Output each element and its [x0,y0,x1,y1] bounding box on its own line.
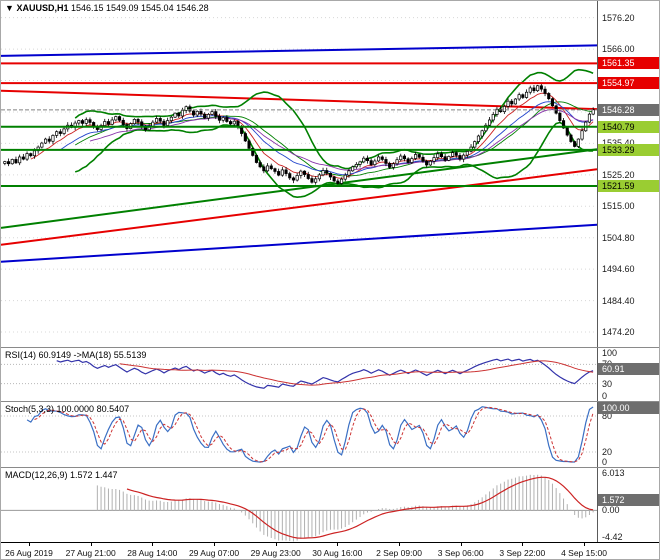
time-tick-mark [460,543,462,546]
time-tick-mark [584,543,585,546]
indicator-current-box: 60.91 [598,362,659,375]
stochastic-label: Stoch(5,3,3) 100.0000 80.5407 [5,404,130,414]
time-label: 3 Sep 06:00 [437,548,484,558]
level-price-box: 1533.29 [598,143,659,156]
stochastic-axis[interactable]: 10080200100.00 [597,402,659,467]
level-price-box: 1540.79 [598,120,659,133]
price-tick-label: 1576.20 [602,12,635,23]
rsi-axis[interactable]: 1007030060.91 [597,348,659,401]
stochastic-canvas[interactable] [1,402,597,467]
level-price-box: 1554.97 [598,77,659,90]
time-tick-mark [152,543,154,546]
price-tick-label: 1494.60 [602,264,635,275]
price-tick-label: 1566.00 [602,44,635,55]
price-tick-label: 1484.40 [602,295,635,306]
time-label: 29 Aug 07:00 [188,548,240,558]
time-label: 26 Aug 2019 [5,548,53,558]
rsi-canvas[interactable] [1,348,597,401]
price-tick-label: 1515.00 [602,201,635,212]
time-label: 3 Sep 22:00 [499,548,546,558]
macd-label: MACD(12,26,9) 1.572 1.447 [5,470,118,480]
time-label: 4 Sep 15:00 [561,548,607,558]
main-chart-panel: 1576.201566.001555.801545.601535.401525.… [1,1,659,347]
price-tick-label: 1525.20 [602,169,635,180]
price-axis[interactable]: 1576.201566.001555.801545.601535.401525.… [597,1,659,347]
price-tick-label: 1535.40 [602,138,635,148]
price-tick-label: 1474.20 [602,327,635,338]
time-tick-mark [399,543,400,546]
indicator-tick-label: 0.00 [602,505,620,516]
indicator-tick-label: -4.42 [602,532,623,542]
macd-axis[interactable]: 6.013 0.00 -4.42 1.572 [597,468,659,542]
time-tick-mark [90,543,92,546]
level-price-box: 1521.59 [598,179,659,192]
time-tick-mark [337,543,339,546]
indicator-tick-label: 6.013 [602,468,625,478]
current-price-box: 1546.28 [598,103,659,116]
macd-panel: 6.013 0.00 -4.42 1.572 MACD(12,26,9) 1.572 … [1,467,659,542]
indicator-tick-label: 0 [602,391,608,401]
time-axis[interactable]: 26 Aug 2019 27 Aug 21:00 28 Aug 14:00 29 Au… [1,542,659,559]
indicator-current-box: 1.572 [598,493,659,506]
symbol-ohlc-label: ▼ XAUUSD,H1 1546.15 1549.09 1545.04 1546… [5,3,209,13]
time-tick-mark [214,543,215,546]
ohlc-values: 1546.15 1549.09 1545.04 1546.28 [70,3,209,13]
price-tick-label: 1504.80 [602,232,635,243]
rsi-label: RSI(14) 60.9149 ->MA(18) 55.5139 [5,350,147,360]
symbol-timeframe-label: XAUUSD,H1 [16,3,69,13]
time-tick-mark [275,543,277,546]
time-tick-mark [29,543,30,546]
symbol-dropdown-icon[interactable]: ▼ [5,3,14,13]
time-label: 27 Aug 21:00 [65,548,116,558]
indicator-tick-label: 20 [602,447,613,457]
time-label: 2 Sep 09:00 [376,548,422,558]
main-chart-canvas[interactable] [1,1,597,347]
indicator-tick-label: 100 [602,348,618,358]
indicator-tick-label: 80 [602,411,613,421]
stochastic-panel: 10080200100.00 Stoch(5,3,3) 100.0000 80.… [1,401,659,467]
time-label: 29 Aug 23:00 [250,548,301,558]
time-tick-mark [522,543,524,546]
indicator-tick-label: 0 [602,457,608,467]
indicator-tick-label: 30 [602,378,613,389]
macd-canvas[interactable] [1,468,597,542]
time-label: 28 Aug 14:00 [127,548,178,558]
time-label: 30 Aug 16:00 [312,548,363,558]
level-price-box: 1561.35 [598,57,659,70]
indicator-current-box: 100.00 [598,402,659,414]
rsi-panel: 1007030060.91 RSI(14) 60.9149 ->MA(18) 5… [1,347,659,401]
